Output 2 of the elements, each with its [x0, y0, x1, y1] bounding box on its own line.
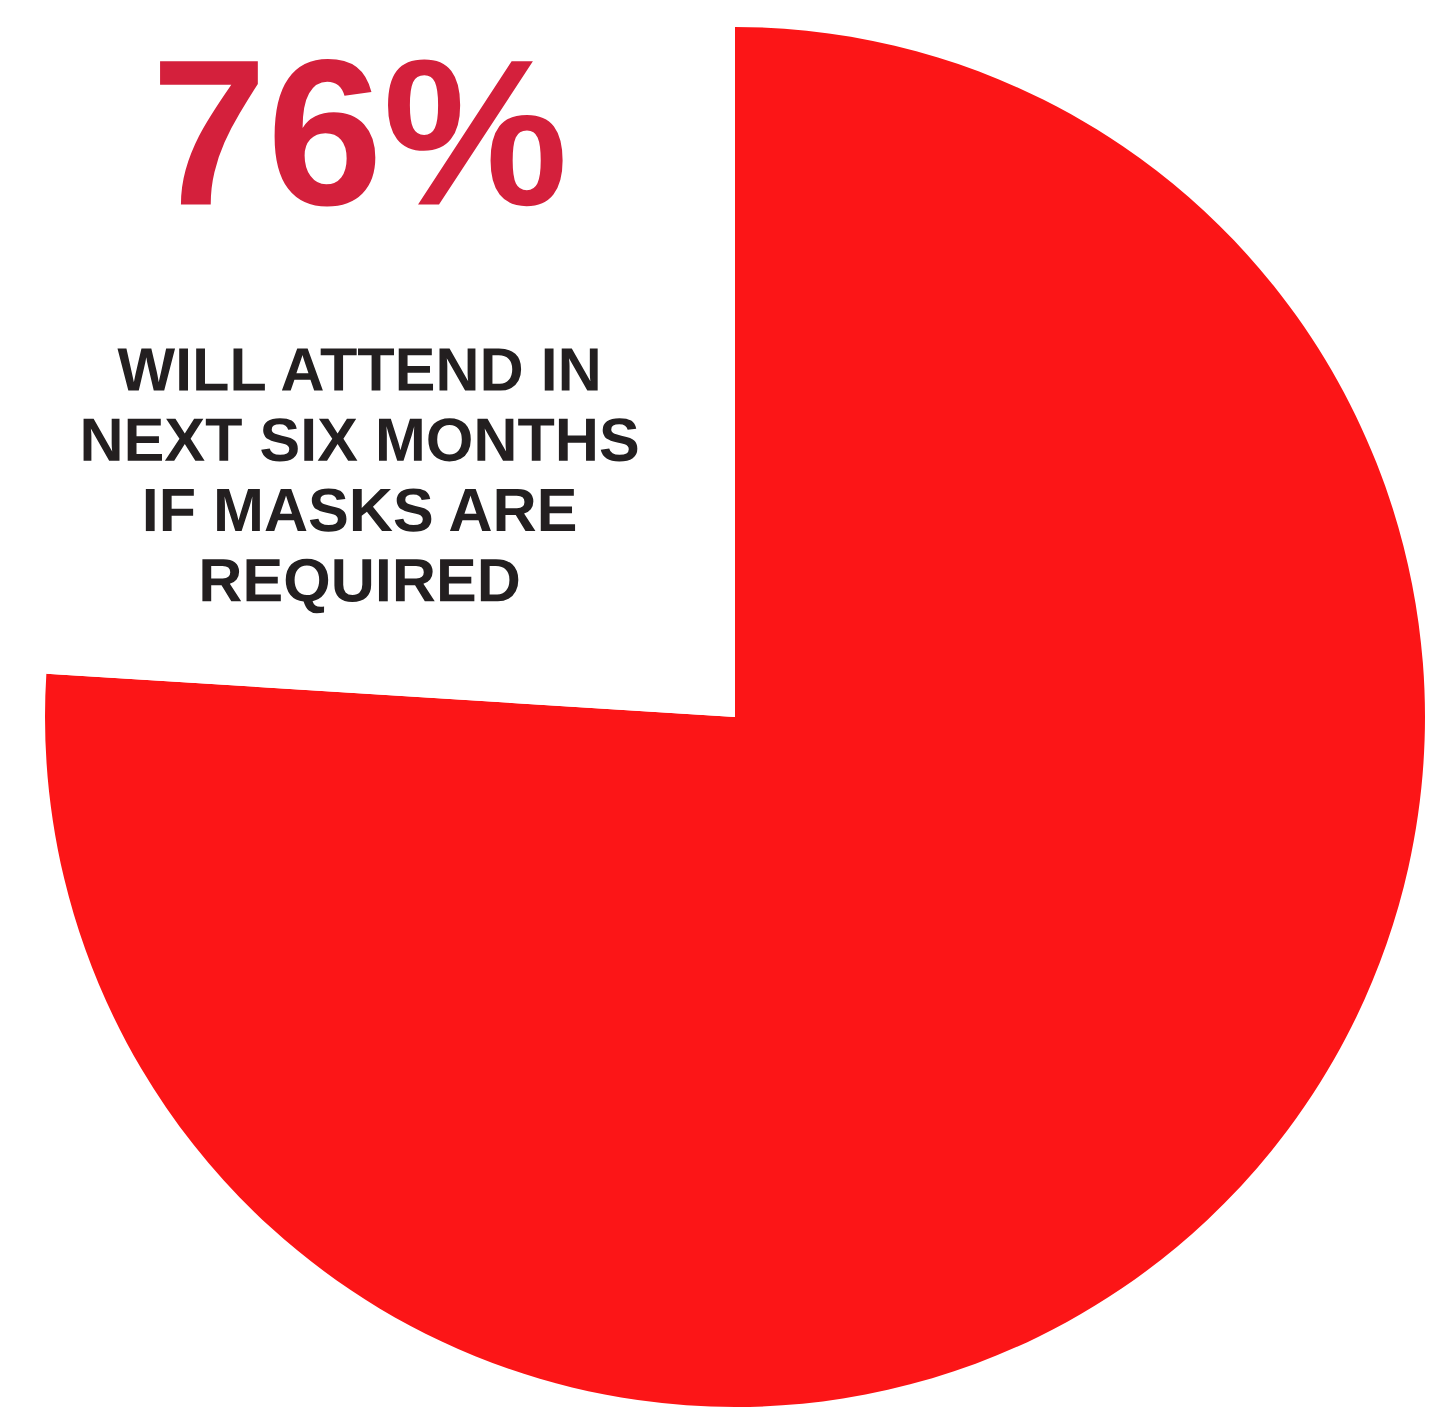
- text: 76%: [160, 59, 563, 207]
- text: WILL ATTEND IN NEXT SIX MONTHS IF MASKS ARE REQUIRED: [83, 348, 638, 614]
